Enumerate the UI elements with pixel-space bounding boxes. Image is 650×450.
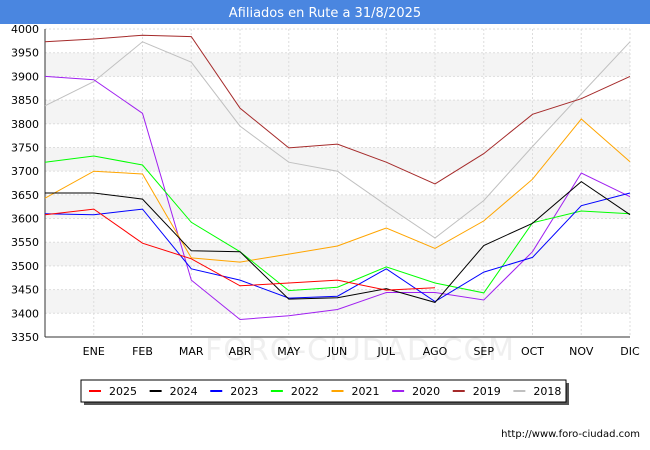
title-bar (0, 0, 650, 24)
y-tick-label: 3800 (11, 118, 39, 131)
series-line-2019 (44, 34, 631, 185)
x-tick-label: FEB (132, 345, 153, 358)
legend-label-2022: 2022 (291, 385, 319, 398)
x-tick-label: ENE (83, 345, 105, 358)
series-line-2018 (44, 41, 631, 239)
background-watermark: FORO-CIUDAD.COM (205, 333, 515, 368)
series-line-2024 (45, 180, 631, 303)
legend: 2025 2024 2023 2022 2021 2020 2019 2018 (80, 379, 569, 405)
plot-band (45, 76, 630, 101)
legend-label-2025: 2025 (109, 385, 137, 398)
x-tick-label: NOV (569, 345, 594, 358)
x-tick-label: SEP (473, 345, 494, 358)
y-tick-label: 3700 (11, 165, 39, 178)
x-tick-label: ABR (229, 345, 252, 358)
y-tick-label: 3450 (11, 284, 39, 297)
legend-label-2020: 2020 (412, 385, 440, 398)
legend-label-2023: 2023 (230, 385, 258, 398)
source-watermark: http://www.foro-ciudad.com (501, 429, 640, 440)
x-tick-label: OCT (521, 345, 544, 358)
y-tick-label: 3900 (11, 70, 39, 83)
y-tick-label: 4000 (11, 23, 39, 36)
y-axis-ticks: 3350 3400 3450 3500 3550 3600 3650 3700 3750 3800… (11, 23, 39, 344)
legend-label-2021: 2021 (352, 385, 380, 398)
series-line-2023 (44, 192, 631, 303)
x-tick-label: MAR (179, 345, 204, 358)
series-line-2025 (44, 208, 436, 291)
x-axis-ticks: ENE FEB MAR ABR MAY JUN JUL AGO SEP OCT NOV DIC (83, 345, 640, 358)
x-tick-label: AGO (423, 345, 448, 358)
legend-label-2019: 2019 (473, 385, 501, 398)
series-lines (44, 34, 631, 321)
y-tick-label: 3500 (11, 260, 39, 273)
x-tick-label: JUN (327, 345, 348, 358)
y-tick-label: 3850 (11, 94, 39, 107)
plot-band (45, 52, 630, 77)
legend-label-2018: 2018 (533, 385, 561, 398)
y-tick-label: 3750 (11, 141, 39, 154)
x-tick-label: JUL (377, 345, 396, 358)
series-line-2020 (44, 75, 631, 321)
legend-label-2024: 2024 (170, 385, 198, 398)
x-tick-label: DIC (620, 345, 640, 358)
y-tick-label: 3950 (11, 47, 39, 60)
plot-band (45, 100, 630, 124)
y-tick-label: 3350 (11, 331, 39, 344)
grid (45, 28, 631, 338)
legend-box (80, 379, 567, 403)
chart-title: Afiliados en Rute a 31/8/2025 (229, 6, 421, 21)
y-tick-label: 3400 (11, 307, 39, 320)
axes (44, 29, 630, 338)
y-tick-label: 3550 (11, 236, 39, 249)
y-tick-label: 3650 (11, 189, 39, 202)
y-tick-label: 3600 (11, 213, 39, 226)
x-tick-label: MAY (277, 345, 300, 358)
series-line-2021 (44, 118, 631, 263)
